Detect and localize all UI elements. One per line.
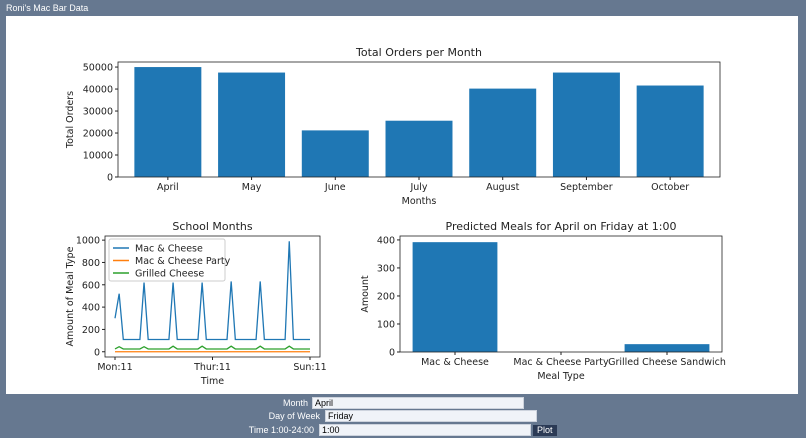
predicted-title: Predicted Meals for April on Friday at 1… [446, 220, 677, 233]
y-tick-label: 40000 [83, 85, 113, 96]
x-tick-label: Mon:11 [97, 362, 132, 373]
x-tick-label: Mac & Cheese Party [513, 357, 609, 368]
y-tick-label: 400 [377, 235, 395, 246]
x-tick-label: Mac & Cheese [421, 357, 489, 368]
series-line-2 [114, 345, 310, 350]
bar-august [469, 88, 537, 177]
y-tick-label: 100 [377, 319, 395, 330]
y-tick-label: 1000 [76, 236, 100, 247]
x-tick-label: Sun:11 [293, 362, 326, 373]
predicted-xlabel: Meal Type [537, 371, 584, 382]
y-tick-label: 200 [82, 325, 100, 336]
bar-grilled-cheese-sandwich [624, 344, 710, 352]
bar-october [636, 85, 704, 177]
x-tick-label: July [409, 182, 427, 193]
time-label: Time 1:00-24:00 [248, 425, 314, 435]
x-tick-label: Thur:11 [193, 362, 231, 373]
legend-label: Mac & Cheese [135, 244, 203, 255]
school-title: School Months [172, 220, 252, 233]
x-tick-label: April [157, 182, 179, 193]
axes-frame [399, 235, 723, 353]
y-tick-label: 800 [82, 258, 100, 269]
top-xlabel: Months [402, 196, 437, 207]
bar-september [552, 72, 620, 177]
school-xlabel: Time [200, 376, 224, 387]
day-input[interactable]: Friday [325, 410, 537, 422]
window-title: Roni's Mac Bar Data [6, 3, 89, 13]
predicted-ylabel: Amount [360, 275, 371, 313]
x-tick-label: October [651, 182, 689, 193]
y-tick-label: 20000 [83, 129, 113, 140]
plot-canvas: 0 10000 20000 30000 40000 50000 Total Orders p… [6, 16, 798, 394]
y-tick-label: 400 [82, 303, 100, 314]
bar-april [134, 67, 202, 177]
y-tick-label: 50000 [83, 63, 113, 74]
month-input[interactable]: April [312, 397, 524, 409]
y-tick-label: 0 [94, 347, 100, 358]
y-tick-label: 0 [389, 348, 395, 359]
y-tick-label: 200 [377, 291, 395, 302]
y-tick-label: 0 [107, 173, 113, 184]
school-ylabel: Amount of Meal Type [65, 246, 76, 346]
series-line-0 [114, 241, 310, 341]
y-tick-label: 30000 [83, 107, 113, 118]
bar-june [301, 130, 369, 177]
x-tick-label: May [242, 182, 262, 193]
x-tick-label: August [486, 182, 520, 193]
y-tick-label: 10000 [83, 151, 113, 162]
bar-mac-cheese [412, 242, 498, 352]
month-label: Month [282, 398, 308, 408]
time-input[interactable]: 1:00 [319, 424, 531, 436]
y-tick-label: 600 [82, 280, 100, 291]
x-tick-label: June [324, 182, 346, 193]
legend-label: Mac & Cheese Party [135, 256, 231, 267]
bar-july [385, 120, 453, 177]
x-tick-label: Grilled Cheese Sandwich [608, 357, 726, 368]
axes-frame [104, 235, 321, 358]
y-tick-label: 300 [377, 263, 395, 274]
day-label: Day of Week [268, 411, 320, 421]
top-ylabel: Total Orders [65, 91, 76, 149]
axes-frame [117, 61, 721, 178]
legend [108, 238, 226, 282]
x-tick-label: September [560, 182, 613, 193]
plot-button[interactable]: Plot [533, 425, 557, 436]
legend-label: Grilled Cheese [135, 269, 204, 280]
top-title: Total Orders per Month [355, 46, 482, 59]
bar-may [218, 72, 286, 177]
